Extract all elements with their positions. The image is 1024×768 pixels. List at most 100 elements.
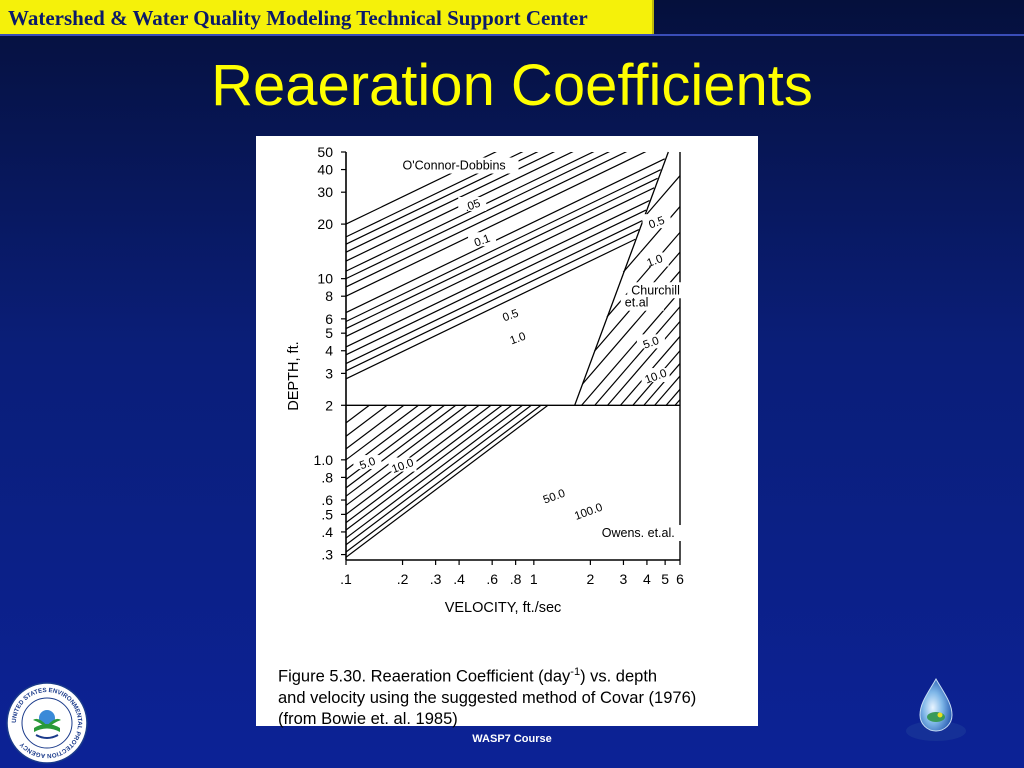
contour-label-bg: [388, 457, 417, 472]
contour-label: 1.0: [645, 253, 664, 270]
contour-label: 5.0: [642, 335, 661, 352]
y-tick-label: .3: [321, 547, 333, 563]
churchill-line: [654, 375, 680, 406]
contour-label: 0.5: [501, 308, 520, 325]
reaeration-chart: 50403020108654321.0.8.6.5.4.3.1.2.3.4.6.…: [286, 144, 699, 616]
oconnor-dobbins-line: [346, 152, 610, 280]
footer-course-label: WASP7 Course: [472, 733, 552, 745]
owens-line: [346, 404, 523, 539]
y-tick-label: 50: [317, 144, 333, 160]
region-label: O'Connor-Dobbins: [403, 159, 506, 173]
caption-line-3: (from Bowie et. al. 1985): [278, 709, 458, 728]
oconnor-dobbins-line: [346, 158, 665, 314]
figure-panel: 50 40 30 20 10 8 6 5 4 3 2 1.0.8.6.5.4.3.1.2.3.4.6.…: [256, 136, 758, 728]
region-label-bg: [620, 294, 664, 311]
oconnor-dobbins-line: [346, 229, 640, 372]
contour-label-bg: [353, 455, 382, 470]
water-drop-icon: [906, 677, 966, 741]
oconnor-dobbins-line: [346, 200, 650, 348]
churchill-line: [606, 232, 680, 318]
contour-label-bg: [468, 232, 497, 247]
oconnor-dobbins-line: [346, 209, 647, 356]
oconnor-dobbins-line: [346, 152, 556, 253]
x-tick-label: .4: [453, 571, 465, 587]
y-tick-label: 3: [325, 365, 333, 381]
contour-label: .05: [463, 198, 482, 215]
x-tick-label: .6: [486, 571, 498, 587]
caption-line-1-end: ) vs. depth: [580, 667, 658, 686]
churchill-line: [643, 363, 680, 406]
y-tick-label: 8: [325, 288, 333, 304]
y-tick-label: .5: [321, 506, 333, 522]
y-tick-label: 30: [317, 184, 333, 200]
churchill-line: [607, 321, 680, 406]
y-tick-label: .6: [321, 492, 333, 508]
y-tick-label: 5: [325, 325, 333, 341]
region-label-bg: [398, 157, 519, 174]
owens-line: [346, 404, 549, 558]
x-axis-label: VELOCITY, ft./sec: [445, 600, 562, 616]
caption-line-1: Figure 5.30. Reaeration Coefficient (day…: [278, 662, 748, 688]
region-label: Owens. et.al.: [602, 526, 675, 540]
oconnor-dobbins-line: [346, 169, 661, 323]
region-label-bg: [627, 282, 699, 299]
x-tick-label: 3: [620, 571, 628, 587]
owens-line: [346, 404, 532, 546]
churchill-line: [594, 306, 680, 406]
owens-line: [346, 404, 480, 506]
churchill-line: [665, 388, 680, 406]
churchill-line: [622, 206, 680, 273]
owens-line: [346, 404, 419, 461]
x-tick-label: 4: [643, 571, 651, 587]
x-tick-label: 5: [661, 571, 669, 587]
oconnor-dobbins-line: [346, 152, 628, 288]
contour-label: 5.0: [358, 456, 377, 473]
contour-label-bg: [539, 488, 568, 503]
contour-label-bg: [496, 307, 525, 322]
contour-label-bg: [636, 334, 665, 349]
y-tick-label: 4: [325, 343, 333, 359]
slide-title: Reaeration Coefficients: [211, 53, 813, 118]
churchill-line: [642, 175, 680, 220]
contour-label: 0.5: [647, 215, 666, 232]
header-text: Watershed & Water Quality Modeling Techn…: [8, 6, 588, 30]
y-tick-label: 6: [325, 311, 333, 327]
y-tick-label: .4: [321, 524, 333, 540]
churchill-line: [674, 399, 680, 406]
contour-label-bg: [458, 196, 487, 211]
x-tick-label: .3: [430, 571, 442, 587]
region-label-bg: [597, 525, 697, 542]
y-tick-label: 1.0: [314, 452, 334, 468]
y-tick-label: 20: [317, 216, 333, 232]
y-axis-label: DEPTH, ft.: [286, 341, 302, 410]
caption-line-1-start: Figure 5.30. Reaeration Coefficient (day: [278, 667, 571, 686]
figure-caption: Figure 5.30. Reaeration Coefficient (day…: [278, 662, 748, 730]
x-tick-label: .8: [510, 571, 522, 587]
contour-label: 1.0: [508, 331, 527, 348]
y-tick-label: 10: [317, 271, 333, 287]
owens-line: [346, 404, 503, 524]
x-tick-label: .2: [397, 571, 409, 587]
oconnor-dobbins-line: [346, 152, 524, 238]
caption-line-2: and velocity using the suggested method …: [278, 688, 697, 707]
oconnor-dobbins-line: [346, 220, 643, 365]
y-tick-label: 2: [325, 397, 333, 413]
churchill-boundary-line: [574, 151, 669, 406]
contour-label-bg: [574, 503, 603, 518]
x-tick-label: 2: [586, 571, 594, 587]
x-tick-label: 6: [676, 571, 684, 587]
owens-line: [346, 404, 457, 489]
contour-label-bg: [640, 252, 669, 267]
oconnor-dobbins-line: [346, 177, 658, 330]
owens-line: [346, 404, 468, 497]
oconnor-dobbins-line: [346, 152, 539, 245]
y-tick-label: 40: [317, 162, 333, 178]
oconnor-dobbins-line: [346, 152, 574, 262]
oconnor-dobbins-line: [346, 152, 497, 225]
contour-label-bg: [642, 214, 671, 229]
owens-line: [346, 404, 492, 515]
oconnor-dobbins-line: [346, 238, 636, 380]
owens-line: [346, 404, 405, 450]
owens-line: [346, 404, 513, 531]
x-tick-label: 1: [530, 571, 538, 587]
